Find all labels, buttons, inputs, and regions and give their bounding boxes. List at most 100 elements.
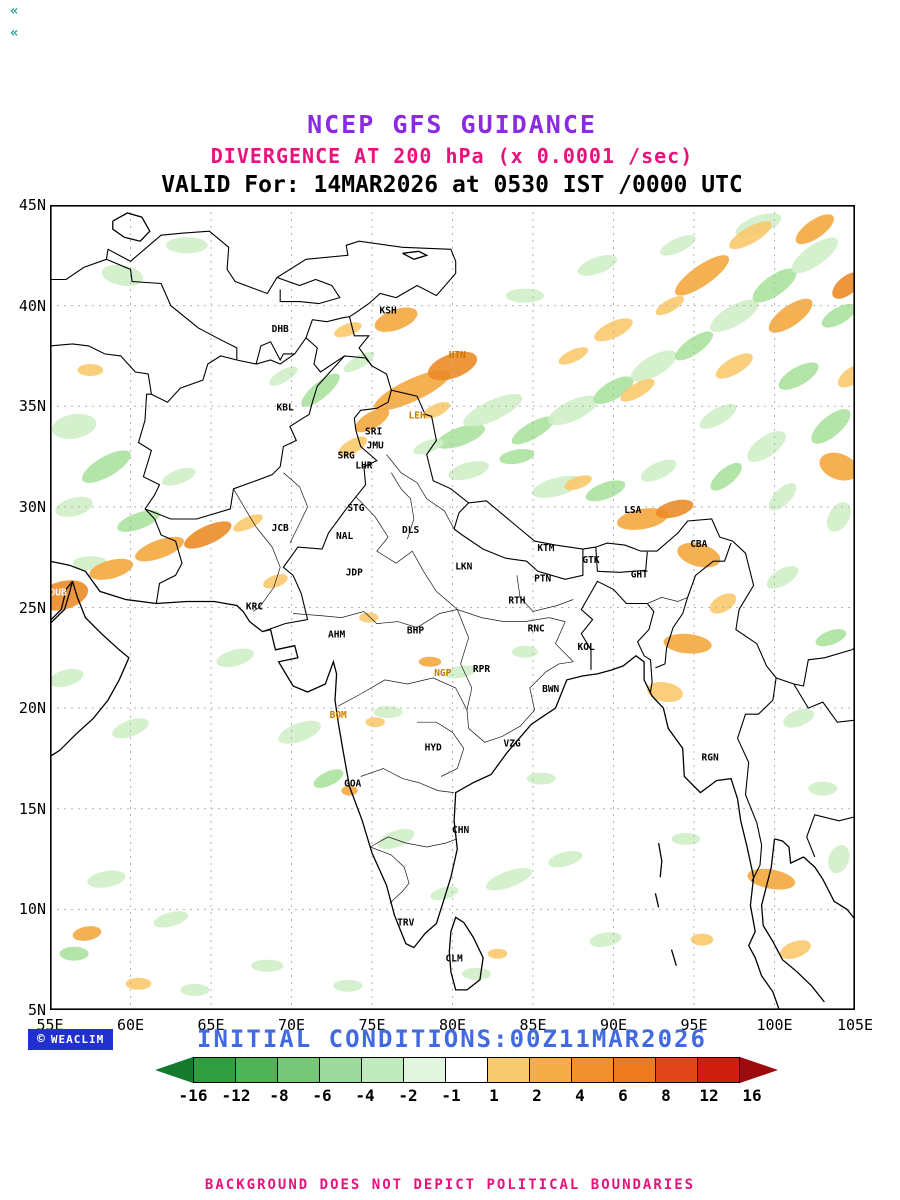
colorbar-right-arrow <box>740 1057 778 1083</box>
shading-patch <box>233 514 263 532</box>
state-border <box>417 721 465 777</box>
shading-patch <box>135 536 184 562</box>
station-label-SRI: SRI <box>365 426 382 437</box>
colorbar-segment <box>571 1057 614 1083</box>
country-border <box>806 814 855 858</box>
map-area: KSH DHB HTN KBL LEH SRI JMU SRG LHR STG JCB NAL DLS L… <box>19 196 873 1034</box>
x-tick-95E: 95E <box>680 1016 708 1034</box>
coastline <box>760 838 825 1003</box>
shading-patch <box>811 409 851 444</box>
shading-patch <box>594 318 633 342</box>
colorbar-segment <box>193 1057 236 1083</box>
colorbar-left-arrow <box>155 1057 193 1083</box>
weaclim-logo: © WEACLIM <box>28 1029 114 1050</box>
disclaimer-text: BACKGROUND DOES NOT DEPICT POLITICAL BOU… <box>204 1177 696 1193</box>
lat-lon-grid <box>50 205 855 1010</box>
colorbar-tick--12: -12 <box>221 1086 251 1105</box>
colorbar-segment <box>655 1057 698 1083</box>
shading-patch <box>486 867 532 891</box>
shading-patch <box>180 983 210 996</box>
shading-patch <box>715 353 753 379</box>
colorbar-tick-1: 1 <box>489 1086 499 1105</box>
shading-patch <box>50 668 84 687</box>
state-border <box>647 597 688 604</box>
shading-patch <box>747 868 796 890</box>
y-tick-25N: 25N <box>18 598 46 617</box>
station-label-KBL: KBL <box>277 402 294 413</box>
coastline <box>448 916 484 991</box>
colorbar-segment <box>445 1057 488 1083</box>
shading-patch <box>526 772 556 785</box>
colorbar-tick-6: 6 <box>618 1086 628 1105</box>
shading-patch <box>837 364 855 388</box>
station-label-NAL: NAL <box>336 531 353 542</box>
shading-patch <box>768 483 797 511</box>
shading-patch <box>640 459 677 482</box>
shading-patch <box>77 364 104 376</box>
country-border <box>50 230 457 295</box>
colorbar-segment <box>403 1057 446 1083</box>
map-frame <box>50 205 855 1010</box>
shading-patch <box>51 413 97 439</box>
shading-patch <box>808 781 838 796</box>
shading-patch <box>630 350 677 382</box>
shading-patch <box>671 832 701 845</box>
coastline <box>50 581 130 757</box>
x-tick-70E: 70E <box>277 1016 306 1034</box>
station-label-JMU: JMU <box>367 441 384 452</box>
station-label-JDP: JDP <box>346 567 363 578</box>
country-border <box>144 355 346 520</box>
country-border <box>255 341 295 365</box>
station-label-DUB: DUB <box>50 587 67 598</box>
shading-patch <box>125 977 152 990</box>
coastline <box>50 560 780 1010</box>
shading-patch <box>709 593 737 614</box>
station-label-KTM: KTM <box>537 543 554 554</box>
chart-title: NCEP GFS GUIDANCE <box>307 110 597 139</box>
colorbar-tick--1: -1 <box>441 1086 461 1105</box>
corner-arrow-icon[interactable]: « <box>10 3 19 19</box>
coastline <box>112 212 151 242</box>
map-outlines <box>50 212 855 1010</box>
shading-patch <box>87 870 126 888</box>
shading-patch <box>827 502 851 532</box>
valid-time-label: VALID For: 14MAR2026 at 0530 IST /0000 U… <box>161 172 743 198</box>
country-border <box>106 258 238 360</box>
shading-patch <box>359 612 379 623</box>
y-tick-15N: 15N <box>18 799 46 818</box>
corner-arrow-icon[interactable]: « <box>10 25 19 41</box>
shading-patch <box>499 449 535 465</box>
shading-patch <box>505 288 545 303</box>
colorbar-tick--8: -8 <box>269 1086 289 1105</box>
x-tick-90E: 90E <box>599 1016 628 1034</box>
shading-patch <box>341 785 358 796</box>
shading-patch <box>577 254 618 276</box>
station-label-BHP: BHP <box>407 626 424 637</box>
shading-patch <box>112 718 149 739</box>
state-border <box>391 472 415 540</box>
colorbar <box>155 1057 778 1083</box>
shading-patch <box>512 645 538 658</box>
colorbar-tick-12: 12 <box>699 1086 719 1105</box>
shading-patch <box>655 296 685 316</box>
shading-patch <box>430 886 459 901</box>
station-label-GOA: GOA <box>344 779 361 790</box>
station-label-HYD: HYD <box>425 742 442 753</box>
shading-patch <box>791 237 838 274</box>
x-tick-105E: 105E <box>836 1016 874 1034</box>
state-border <box>360 768 455 793</box>
shading-patch <box>548 850 583 868</box>
colorbar-segment <box>235 1057 278 1083</box>
shading-patch <box>216 648 254 668</box>
state-border <box>370 846 410 904</box>
state-border <box>355 496 458 610</box>
station-label-LHR: LHR <box>355 461 372 472</box>
y-tick-45N: 45N <box>18 196 46 214</box>
shading-patch <box>55 496 93 518</box>
station-label-DHB: DHB <box>272 324 289 335</box>
shading-patch <box>334 322 362 338</box>
shading-patch <box>462 967 492 980</box>
x-tick-80E: 80E <box>438 1016 467 1034</box>
shading-patch <box>729 221 772 250</box>
